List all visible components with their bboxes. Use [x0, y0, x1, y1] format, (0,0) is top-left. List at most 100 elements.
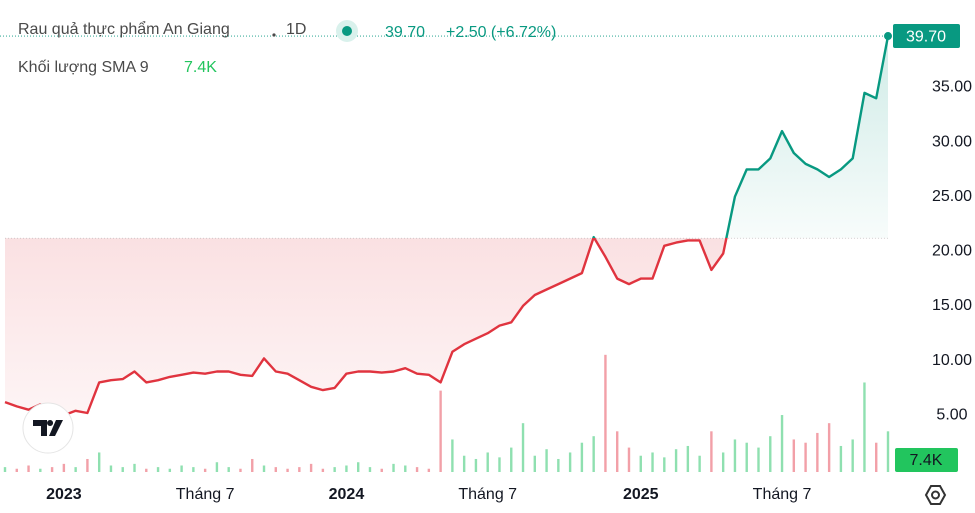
- volume-sma-label: 7.4K: [910, 452, 943, 469]
- volume-bar: [557, 458, 560, 472]
- volume-bar: [168, 468, 172, 472]
- volume-bar: [627, 447, 631, 472]
- volume-bar: [545, 449, 548, 472]
- price-area: [5, 36, 888, 416]
- volume-bar: [203, 468, 207, 472]
- volume-bar: [710, 431, 713, 472]
- volume-bar: [780, 415, 784, 472]
- volume-bar: [50, 467, 54, 472]
- volume-bar: [321, 468, 325, 472]
- y-tick-label: 15.00: [932, 297, 972, 314]
- volume-bar: [651, 452, 654, 472]
- volume-bar: [274, 467, 277, 472]
- y-tick-label: 35.00: [932, 79, 972, 96]
- logo[interactable]: [22, 402, 74, 454]
- title: Rau quả thực phẩm An Giang: [18, 20, 230, 38]
- volume-bar: [239, 468, 242, 472]
- volume-bar: [62, 463, 66, 472]
- volume-bar: [74, 467, 77, 472]
- x-tick-label: Tháng 7: [458, 486, 517, 503]
- volume-bar: [180, 465, 183, 472]
- volume-bar: [439, 390, 442, 472]
- separator-dot: [272, 33, 276, 37]
- volume-bar: [521, 423, 525, 472]
- volume-bar: [851, 439, 854, 472]
- volume-bar: [192, 467, 195, 472]
- status-dot: [342, 26, 352, 36]
- volume-bar: [145, 468, 148, 472]
- volume-bar: [568, 452, 572, 472]
- volume-bar: [215, 462, 219, 472]
- volume-bar: [839, 445, 843, 472]
- last-price-dot: [884, 32, 892, 41]
- volume-bar: [663, 457, 666, 472]
- x-tick-label: Tháng 7: [176, 486, 235, 503]
- volume-bar: [333, 467, 336, 472]
- x-tick-label: 2024: [329, 486, 365, 503]
- volume-bar: [486, 452, 489, 472]
- volume-bar: [427, 468, 431, 472]
- volume-sma-box: [895, 448, 958, 472]
- volume-bar: [286, 468, 289, 472]
- volume-bar: [121, 467, 124, 472]
- y-tick-label: 10.00: [932, 352, 972, 369]
- change: +2.50 (+6.72%): [446, 24, 556, 41]
- volume-bar: [733, 439, 737, 472]
- volume-bar: [875, 442, 878, 472]
- volume-bar: [721, 452, 725, 472]
- volume-bar: [886, 431, 890, 472]
- volume-bar: [345, 465, 348, 472]
- volume-bar: [3, 467, 7, 472]
- volume-bar: [227, 467, 230, 472]
- volume-bar: [251, 458, 254, 472]
- volume-bar: [804, 442, 807, 472]
- volume-bar: [510, 447, 513, 472]
- volume-bar: [792, 439, 796, 472]
- y-tick-label: 25.00: [932, 188, 972, 205]
- y-tick-label: 30.00: [932, 133, 972, 150]
- volume-bar: [415, 467, 419, 472]
- volume-bar: [404, 465, 407, 472]
- volume-bar: [86, 458, 89, 472]
- last-price-label: 39.70: [906, 28, 946, 45]
- last-price-box: [893, 24, 960, 49]
- volume-bar: [392, 463, 395, 472]
- volume-bar: [745, 442, 748, 472]
- volume-bar: [15, 468, 18, 472]
- x-tick-label: 2025: [623, 486, 659, 503]
- volume-bar: [451, 439, 454, 472]
- volume-bar: [133, 463, 136, 472]
- volume-bar: [368, 467, 372, 472]
- settings-icon[interactable]: [924, 485, 947, 505]
- volume-bar: [827, 423, 831, 472]
- volume-title: Khối lượng SMA 9: [18, 59, 149, 76]
- volume-bar: [97, 452, 101, 472]
- volume-bar: [462, 455, 466, 472]
- price-line: [4, 35, 890, 417]
- interval: 1D: [286, 21, 306, 38]
- y-tick-label: 20.00: [932, 243, 972, 260]
- volume-bar: [498, 457, 501, 472]
- volume-bar: [863, 382, 866, 472]
- volume-bar: [604, 354, 607, 472]
- volume-bar: [769, 436, 772, 472]
- volume-bar: [674, 449, 678, 472]
- volume-bar: [757, 447, 760, 472]
- volume-bar: [39, 468, 42, 472]
- volume-bar: [592, 436, 595, 472]
- volume-bar: [616, 431, 619, 472]
- volume-sma: 7.4K: [184, 59, 217, 76]
- y-tick-label: 5.00: [936, 406, 967, 423]
- volume-bar: [698, 455, 701, 472]
- x-tick-label: 2023: [46, 486, 82, 503]
- volume-bar: [686, 445, 690, 472]
- volume-bar: [639, 455, 642, 472]
- volume-bar: [380, 468, 383, 472]
- volume-bar: [474, 458, 478, 472]
- volume-bar: [533, 455, 536, 472]
- volume-bar: [156, 467, 160, 472]
- volume-bar: [309, 463, 313, 472]
- volume-bar: [262, 465, 266, 472]
- volume-bar: [816, 432, 819, 472]
